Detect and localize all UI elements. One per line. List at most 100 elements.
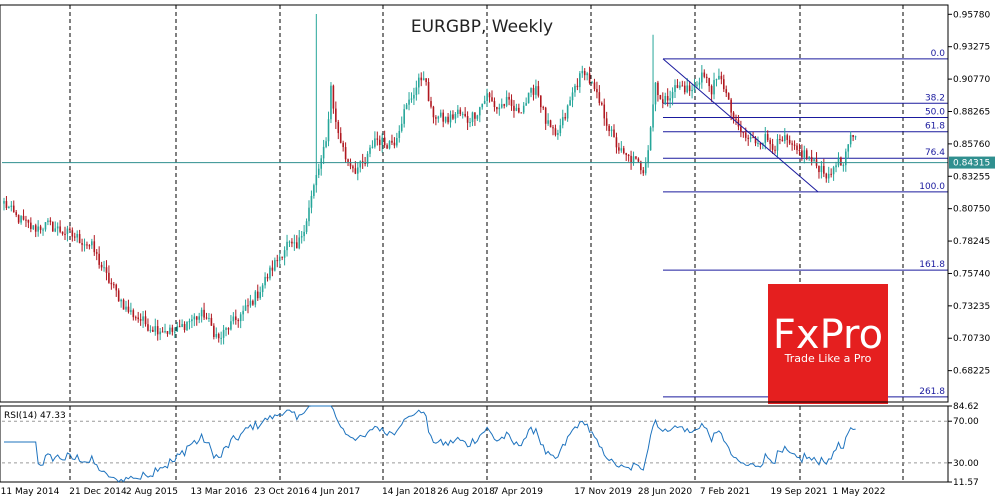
candle-body	[732, 112, 735, 119]
price-candles	[3, 14, 857, 345]
candle-body	[239, 314, 242, 322]
candle-body	[310, 195, 313, 208]
price-label: 0.84315	[949, 156, 995, 169]
price-axis: 0.95780 0.93275 0.90770 0.88265 0.85760 0.832…	[948, 10, 990, 377]
candle-body	[376, 138, 379, 140]
x-tick-label: 1 May 2022	[833, 487, 886, 497]
candle-body	[393, 142, 396, 146]
candle-body	[225, 328, 227, 330]
chart-title: EURGBP, Weekly	[411, 17, 553, 37]
candle-body	[142, 316, 144, 321]
candle-body	[571, 92, 574, 101]
candle-body	[759, 142, 762, 145]
candle-body	[115, 284, 118, 291]
candle-body	[30, 222, 32, 229]
candle-body	[12, 205, 15, 213]
candle-body	[296, 242, 298, 249]
candle-body	[281, 256, 283, 258]
candle-body	[134, 317, 137, 319]
candle-body	[666, 95, 669, 101]
candle-body	[171, 327, 174, 332]
candle-body	[210, 317, 213, 326]
candle-body	[73, 236, 76, 238]
candle-body	[649, 127, 652, 151]
x-tick-label: 17 Nov 2019	[574, 487, 632, 497]
candle-body	[776, 139, 779, 151]
candle-body	[708, 78, 710, 87]
candle-body	[47, 220, 49, 223]
candle-body	[32, 225, 35, 229]
candle-body	[205, 317, 208, 319]
candle-body	[322, 146, 325, 159]
candle-body	[664, 95, 667, 104]
candle-body	[78, 234, 81, 244]
candle-body	[827, 173, 830, 179]
candle-body	[530, 88, 532, 93]
fib-level-label: 100.0	[919, 182, 945, 192]
candle-body	[59, 226, 61, 232]
candle-body	[549, 120, 552, 128]
candle-body	[325, 141, 327, 147]
candle-body	[627, 154, 630, 156]
candle-body	[566, 105, 569, 119]
candle-body	[398, 130, 401, 138]
candle-body	[615, 137, 618, 148]
candle-body	[830, 173, 832, 175]
candle-body	[605, 118, 608, 126]
candle-body	[381, 137, 383, 146]
candle-body	[679, 85, 681, 88]
candle-body	[120, 299, 122, 302]
candle-body	[676, 85, 679, 88]
y-tick-label: 0.73235	[953, 302, 990, 312]
candle-body	[130, 310, 132, 312]
candle-body	[618, 147, 620, 151]
rsi-tick-label: 11.57	[953, 478, 979, 488]
candle-body	[425, 78, 427, 82]
candle-body	[779, 139, 781, 141]
candle-body	[845, 151, 847, 166]
x-tick-label: 14 Jan 2018	[382, 487, 436, 497]
candle-body	[164, 331, 166, 333]
candle-body	[547, 120, 549, 124]
candle-body	[313, 185, 315, 196]
logo-brand: FxPro	[773, 312, 883, 358]
y-tick-label: 0.78245	[953, 237, 990, 247]
candle-body	[352, 166, 354, 169]
candle-body	[286, 241, 288, 251]
candle-body	[154, 326, 157, 332]
candle-body	[642, 170, 645, 174]
candle-body	[349, 161, 352, 167]
y-tick-label: 0.83255	[953, 172, 990, 182]
candle-body	[635, 156, 637, 159]
candle-body	[427, 81, 430, 102]
rsi-panel-frame	[0, 405, 949, 483]
candle-body	[254, 291, 257, 305]
candle-body	[100, 264, 103, 268]
trendline	[662, 58, 819, 193]
candle-body	[581, 71, 584, 74]
candle-body	[452, 114, 454, 119]
candle-body	[674, 85, 676, 92]
x-tick-label: 13 Mar 2016	[190, 487, 247, 497]
candle-body	[403, 109, 405, 124]
candle-body	[476, 115, 479, 119]
candle-body	[93, 241, 96, 253]
candle-body	[681, 85, 684, 87]
candle-body	[320, 158, 322, 169]
candle-body	[303, 231, 305, 237]
candle-body	[200, 309, 203, 317]
candle-body	[652, 104, 654, 128]
candle-body	[86, 244, 88, 246]
rsi-label: RSI(14) 47.33	[4, 411, 66, 421]
trendline-segment	[662, 58, 819, 193]
candle-body	[520, 112, 523, 114]
candle-body	[515, 107, 518, 111]
candle-body	[420, 77, 423, 81]
candle-body	[415, 87, 418, 95]
candle-body	[156, 326, 159, 335]
candle-body	[705, 76, 708, 79]
candle-body	[500, 104, 503, 108]
candle-body	[610, 129, 613, 132]
candle-body	[447, 116, 449, 123]
candle-body	[3, 201, 5, 204]
